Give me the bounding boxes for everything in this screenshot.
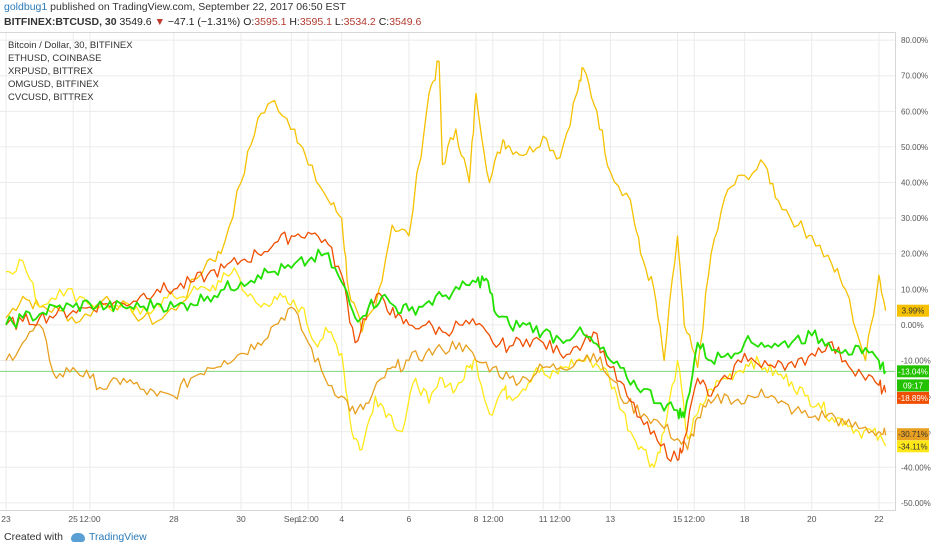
end-label-box xyxy=(897,440,929,453)
end-label-text: 09:17 xyxy=(903,381,924,390)
x-tick-label: 23 xyxy=(1,514,11,524)
legend-item-cvcusd[interactable]: CVCUSD, BITTREX xyxy=(8,92,94,103)
x-tick-label: 11 xyxy=(539,514,548,524)
high-value: 3595.1 xyxy=(299,16,332,28)
y-tick-label: 70.00% xyxy=(901,72,928,81)
x-tick-label: 12:00 xyxy=(298,514,320,524)
y-tick-label: 60.00% xyxy=(901,107,928,116)
publish-info: published on TradingView.com, September … xyxy=(50,1,346,13)
y-tick-label: 20.00% xyxy=(901,250,928,259)
x-tick-label: 18 xyxy=(740,514,750,524)
y-tick-label: 30.00% xyxy=(901,214,928,223)
x-tick-label: 8 xyxy=(474,514,479,524)
series-line-3 xyxy=(5,231,887,462)
x-tick-label: 15 xyxy=(673,514,683,524)
high-label: H: xyxy=(289,16,300,28)
open-label: O: xyxy=(243,16,255,28)
end-label-text: 3.99% xyxy=(902,307,925,316)
chart-legend: Bitcoin / Dollar, 30, BITFINEX ETHUSD, C… xyxy=(8,39,133,104)
x-tick-label: 13 xyxy=(606,514,616,524)
tradingview-link[interactable]: TradingView xyxy=(88,531,147,543)
footer: Created with TradingView xyxy=(4,531,147,543)
x-tick-label: 4 xyxy=(339,514,344,524)
author-link[interactable]: goldbug1 xyxy=(4,1,48,13)
end-label-text: -18.89% xyxy=(898,394,928,403)
close-value: 3549.6 xyxy=(389,16,422,28)
y-tick-label: 40.00% xyxy=(901,179,928,188)
x-tick-label: 6 xyxy=(407,514,412,524)
x-tick-label: Sep xyxy=(284,514,299,524)
series-line-0 xyxy=(5,60,887,369)
x-tick-label: 28 xyxy=(169,514,179,524)
series-line-4 xyxy=(5,248,887,420)
end-label-box xyxy=(897,428,929,441)
series-line-1 xyxy=(5,258,887,468)
end-label-box xyxy=(897,365,929,378)
y-tick-label: 50.00% xyxy=(901,143,928,152)
series-line-2 xyxy=(5,306,887,451)
x-tick-label: 12:00 xyxy=(684,514,706,524)
end-label-text: -13.04% xyxy=(898,367,928,376)
open-value: 3595.1 xyxy=(254,16,287,28)
legend-item-btcusd[interactable]: Bitcoin / Dollar, 30, BITFINEX xyxy=(8,40,133,51)
y-tick-label: -50.00% xyxy=(901,499,931,508)
legend-item-xrpusd[interactable]: XRPUSD, BITTREX xyxy=(8,66,93,77)
low-value: 3534.2 xyxy=(343,16,376,28)
x-tick-label: 20 xyxy=(807,514,817,524)
end-label-box xyxy=(897,379,929,392)
chart-frame xyxy=(0,32,896,511)
low-label: L: xyxy=(334,16,344,28)
x-tick-label: 22 xyxy=(874,514,884,524)
end-label-box xyxy=(897,391,929,404)
ohlc-line: BITFINEX:BTCUSD, 30 3549.6 ▼ −47.1 (−1.3… xyxy=(4,16,421,30)
x-tick-label: 25 xyxy=(68,514,78,524)
last-price: 3549.6 xyxy=(119,16,152,28)
y-tick-label: -10.00% xyxy=(901,356,931,365)
publish-line: goldbug1 published on TradingView.com, S… xyxy=(4,1,346,15)
end-label-text: -30.71% xyxy=(898,430,928,439)
price-change: −47.1 (−1.31%) xyxy=(167,16,241,28)
legend-item-ethusd[interactable]: ETHUSD, COINBASE xyxy=(8,53,102,64)
tradingview-cloud-icon xyxy=(70,532,85,542)
close-label: C: xyxy=(378,16,390,28)
y-tick-label: 80.00% xyxy=(901,36,928,45)
down-arrow-icon: ▼ xyxy=(154,16,165,28)
end-label-text: -34.11% xyxy=(898,442,927,451)
y-tick-label: 10.00% xyxy=(901,285,928,294)
x-tick-label: 12:00 xyxy=(79,514,101,524)
comparison-chart[interactable]: 80.00%70.00%60.00%50.00%40.00%30.00%20.0… xyxy=(0,0,932,530)
x-tick-label: 12:00 xyxy=(482,514,504,524)
y-tick-label: -40.00% xyxy=(901,463,931,472)
x-tick-label: 30 xyxy=(236,514,246,524)
y-tick-label: 0.00% xyxy=(901,321,924,330)
end-label-box xyxy=(897,304,929,317)
legend-item-omgusd[interactable]: OMGUSD, BITFINEX xyxy=(8,79,99,90)
created-with-label: Created with xyxy=(4,531,63,543)
x-tick-label: 12:00 xyxy=(549,514,571,524)
symbol-label: BITFINEX:BTCUSD, 30 xyxy=(4,16,117,28)
